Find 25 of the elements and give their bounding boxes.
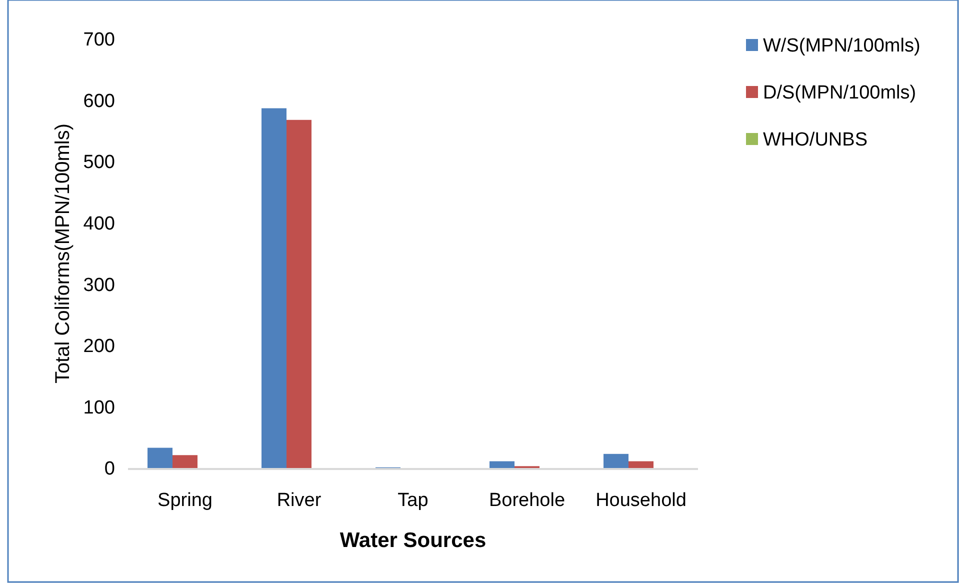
x-axis-title: Water Sources: [340, 529, 486, 552]
y-tick-label: 700: [83, 30, 115, 51]
y-tick-label: 200: [83, 336, 115, 358]
bar: [286, 120, 312, 468]
y-axis-title: Total Coliforms(MPN/100mls): [52, 123, 74, 384]
x-tick-label: Spring: [158, 490, 212, 511]
y-tick-label: 100: [83, 397, 115, 418]
x-tick-label: Household: [596, 490, 686, 511]
bar: [628, 461, 654, 468]
y-tick-label: 400: [83, 214, 115, 235]
x-tick-label: Tap: [398, 490, 428, 511]
bar: [604, 454, 628, 468]
x-tick-label: River: [276, 490, 322, 511]
y-tick-label: 500: [83, 152, 115, 174]
bar: [148, 448, 172, 468]
legend-label: D/S(MPN/100mls): [763, 82, 916, 104]
bar: [490, 461, 514, 468]
bar: [262, 108, 286, 468]
bar: [172, 455, 198, 468]
y-tick-label: 300: [83, 274, 115, 296]
y-tick-label: 600: [83, 90, 115, 112]
legend-label: WHO/UNBS: [763, 130, 868, 151]
legend-label: W/S(MPN/100mls): [763, 36, 920, 57]
x-tick-label: Borehole: [488, 490, 566, 511]
y-tick-label: 0: [104, 458, 115, 480]
